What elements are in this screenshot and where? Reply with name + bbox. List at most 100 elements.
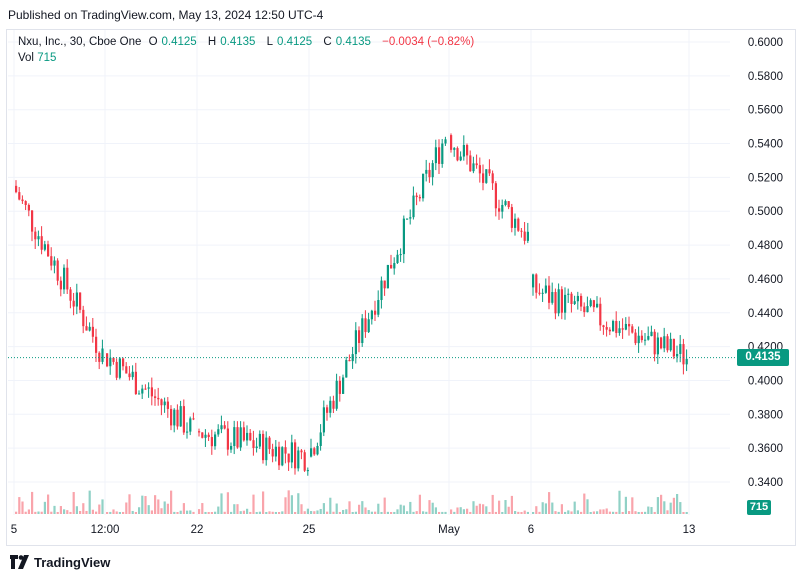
candle-body [526, 231, 529, 241]
candle-body [186, 431, 189, 433]
candle-body [31, 210, 34, 232]
volume-bar [592, 511, 595, 514]
tradingview-brand[interactable]: TradingView [34, 554, 111, 570]
candle-body [406, 218, 409, 220]
candle-body [441, 143, 444, 164]
volume-bar [466, 508, 469, 514]
candle-body [402, 218, 405, 255]
time-tick-label: 13 [683, 524, 696, 536]
candle-body [223, 425, 226, 429]
candle-body [485, 169, 488, 183]
volume-bar [526, 511, 529, 514]
volume-bar [306, 508, 309, 514]
volume-bar [98, 504, 101, 514]
volume-bar [242, 510, 245, 514]
candle-body [386, 264, 389, 289]
volume-bar [377, 503, 380, 514]
candle-body [112, 357, 115, 362]
volume-bar [313, 511, 316, 514]
candle-body [589, 300, 592, 307]
volume-bar [163, 501, 166, 514]
volume-bar [170, 490, 173, 514]
volume-bar [186, 510, 189, 514]
volume-bar [504, 500, 507, 514]
candle-body [514, 218, 517, 228]
symbol-legend: Nxu, Inc., 30, Cboe One O 0.4125 H 0.4135 … [18, 36, 478, 48]
candle-body [75, 292, 78, 307]
volume-bar [644, 511, 647, 514]
candle-body [15, 185, 18, 193]
volume-bar [192, 511, 195, 514]
volume-bar [72, 492, 75, 514]
chart-pane[interactable] [6, 29, 796, 546]
volume-bar [226, 492, 229, 514]
candle-body [367, 319, 370, 333]
volume-bar [316, 510, 319, 514]
volume-bar [21, 501, 24, 514]
candle-body [265, 437, 268, 461]
candle-body [50, 256, 53, 266]
volume-bar [409, 501, 412, 514]
volume-bar [112, 509, 115, 514]
candle-body [523, 231, 526, 241]
candle-body [631, 326, 634, 333]
volume-bar [157, 499, 160, 514]
candle-body [210, 437, 213, 447]
volume-bar [478, 503, 481, 514]
candle-body [494, 183, 497, 209]
candle-body [682, 344, 685, 365]
candle-body [43, 244, 46, 250]
volume-bar [47, 494, 50, 514]
volume-bar [207, 511, 210, 514]
volume-bar [53, 505, 56, 514]
candle-body [351, 354, 354, 362]
volume-bar [95, 511, 98, 514]
volume-bar [576, 510, 579, 514]
volume-bar [583, 493, 586, 514]
candle-body [246, 432, 249, 441]
candle-body [663, 336, 666, 349]
volume-bar [201, 503, 204, 514]
candle-body [160, 399, 163, 406]
volume-bar [396, 509, 399, 514]
volume-bar [284, 497, 287, 514]
candle-body [262, 433, 265, 461]
candle-body [150, 387, 153, 397]
candle-body [189, 418, 192, 432]
volume-bar [602, 509, 605, 514]
volume-bar [656, 497, 659, 514]
volume-bar [450, 509, 453, 514]
candle-body [115, 361, 118, 378]
volume-bar [573, 501, 576, 514]
volume-bar [469, 511, 472, 514]
candle-body [434, 147, 437, 164]
candle-body [128, 373, 131, 378]
candle-body [583, 306, 586, 313]
volume-bar [567, 510, 570, 514]
volume-bar [56, 511, 59, 514]
time-tick-label: 6 [528, 524, 534, 536]
volume-bar [560, 504, 563, 514]
candle-body [72, 300, 75, 307]
volume-bar [580, 511, 583, 514]
candle-body [560, 289, 563, 313]
volume-bar [599, 509, 602, 514]
price-tick-label: 0.5400 [748, 139, 783, 151]
volume-bar [412, 511, 415, 514]
candle-body [220, 425, 223, 430]
volume-bar [444, 511, 447, 514]
candle-body [335, 380, 338, 409]
candle-body [399, 254, 402, 256]
volume-bar [37, 511, 40, 514]
candle-body [95, 336, 98, 353]
candles [15, 133, 688, 476]
candle-body [217, 429, 220, 435]
volume-bar [482, 504, 485, 514]
volume-bar [399, 504, 402, 514]
time-tick-label: 12:00 [91, 524, 120, 536]
volume-bar [297, 493, 300, 514]
candle-body [192, 418, 195, 420]
volume-bar [141, 495, 144, 514]
candle-body [475, 163, 478, 166]
